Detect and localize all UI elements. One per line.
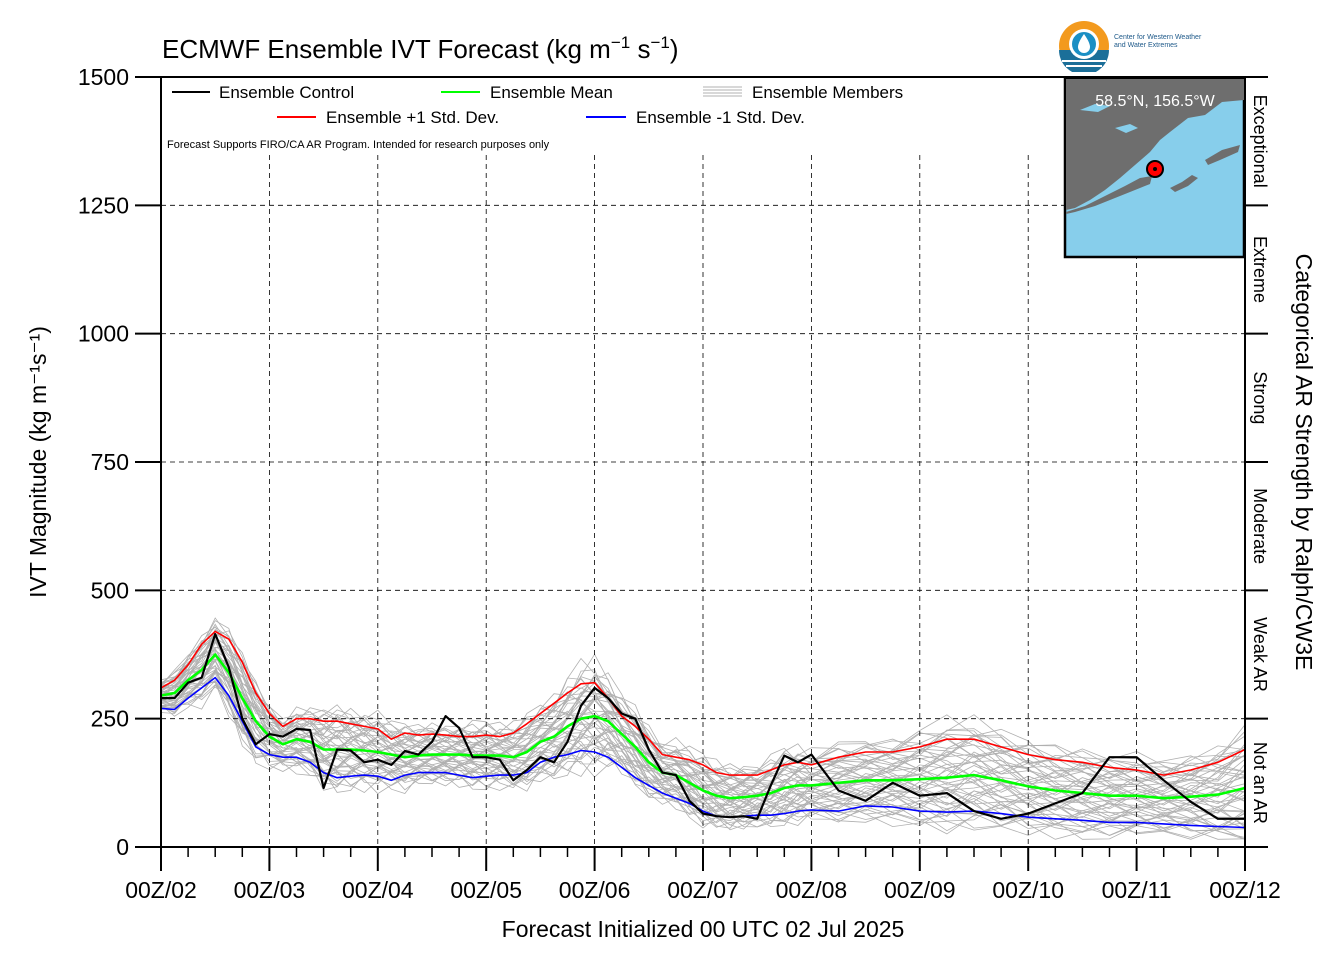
x-tick-label: 00Z/03	[234, 877, 306, 903]
legend-members: Ensemble Members	[752, 83, 903, 102]
category-label: Weak AR	[1250, 617, 1270, 692]
legend-plus-sd: Ensemble +1 Std. Dev.	[326, 108, 499, 127]
ensemble-member-line	[160, 620, 1246, 776]
inset-peninsula	[1066, 176, 1152, 214]
minus-sd-line	[160, 676, 1246, 829]
y-tick-label: 1500	[78, 64, 129, 90]
right-axis-title: Categorical AR Strength by Ralph/CW3E	[1291, 254, 1317, 671]
legend-minus-sd: Ensemble -1 Std. Dev.	[636, 108, 805, 127]
x-axis-title: Forecast Initialized 00 UTC 02 Jul 2025	[502, 916, 905, 942]
y-tick-label: 1000	[78, 321, 129, 347]
y-tick-label: 1250	[78, 192, 129, 218]
x-tick-label: 00Z/09	[884, 877, 956, 903]
category-label: Moderate	[1250, 488, 1270, 564]
category-label: Not an AR	[1250, 742, 1270, 824]
legend-mean: Ensemble Mean	[490, 83, 613, 102]
plus-sd-line	[160, 630, 1246, 776]
grid	[161, 155, 1245, 847]
ensemble-member-line	[160, 633, 1246, 793]
y-tick-label: 250	[91, 706, 129, 732]
ensemble-member-line	[160, 655, 1246, 810]
x-tick-label: 00Z/08	[776, 877, 848, 903]
inset-land	[1066, 79, 1244, 210]
inset-location-label: 58.5°N, 156.5°W	[1095, 93, 1215, 110]
x-tick-label: 00Z/06	[559, 877, 631, 903]
category-label: Exceptional	[1250, 95, 1270, 188]
ensemble-member-line	[160, 680, 1246, 840]
legend: Ensemble Control Ensemble Mean Ensemble …	[167, 83, 903, 151]
x-tick-label: 00Z/04	[342, 877, 414, 903]
legend-members-swatch	[703, 86, 742, 97]
ensemble-member-line	[160, 626, 1246, 780]
legend-control: Ensemble Control	[219, 83, 354, 102]
logo-line-2: and Water Extremes	[1114, 42, 1178, 49]
cw3e-logo: Center for Western Weather and Water Ext…	[1058, 18, 1258, 74]
logo-line-1: Center for Western Weather	[1114, 34, 1202, 41]
x-tick-label: 00Z/02	[125, 877, 197, 903]
x-tick-label: 00Z/07	[667, 877, 739, 903]
chart-title: ECMWF Ensemble IVT Forecast (kg m−1 s−1)	[162, 33, 679, 64]
cw3e-logo-icon	[1059, 21, 1109, 72]
y-tick-label: 0	[116, 834, 129, 860]
y-axis-title: IVT Magnitude (kg m⁻¹s⁻¹)	[25, 326, 51, 598]
ensemble-members	[160, 617, 1246, 840]
inset-map: 58.5°N, 156.5°W	[1063, 76, 1246, 259]
forecast-note: Forecast Supports FIRO/CA AR Program. In…	[167, 139, 550, 151]
mean-line	[160, 653, 1246, 800]
x-tick-label: 00Z/05	[450, 877, 522, 903]
control-line	[161, 632, 1245, 820]
series	[160, 630, 1246, 829]
x-tick-label: 00Z/10	[992, 877, 1064, 903]
axes: 0 250 500 750 1000 1250 1500 00Z/02 00Z/03 00Z/04…	[78, 64, 1281, 903]
x-tick-label: 00Z/12	[1209, 877, 1281, 903]
category-label: Strong	[1250, 371, 1270, 424]
category-label: Extreme	[1250, 236, 1270, 303]
y-tick-label: 500	[91, 577, 129, 603]
y-tick-label: 750	[91, 449, 129, 475]
x-tick-label: 00Z/11	[1102, 877, 1172, 903]
